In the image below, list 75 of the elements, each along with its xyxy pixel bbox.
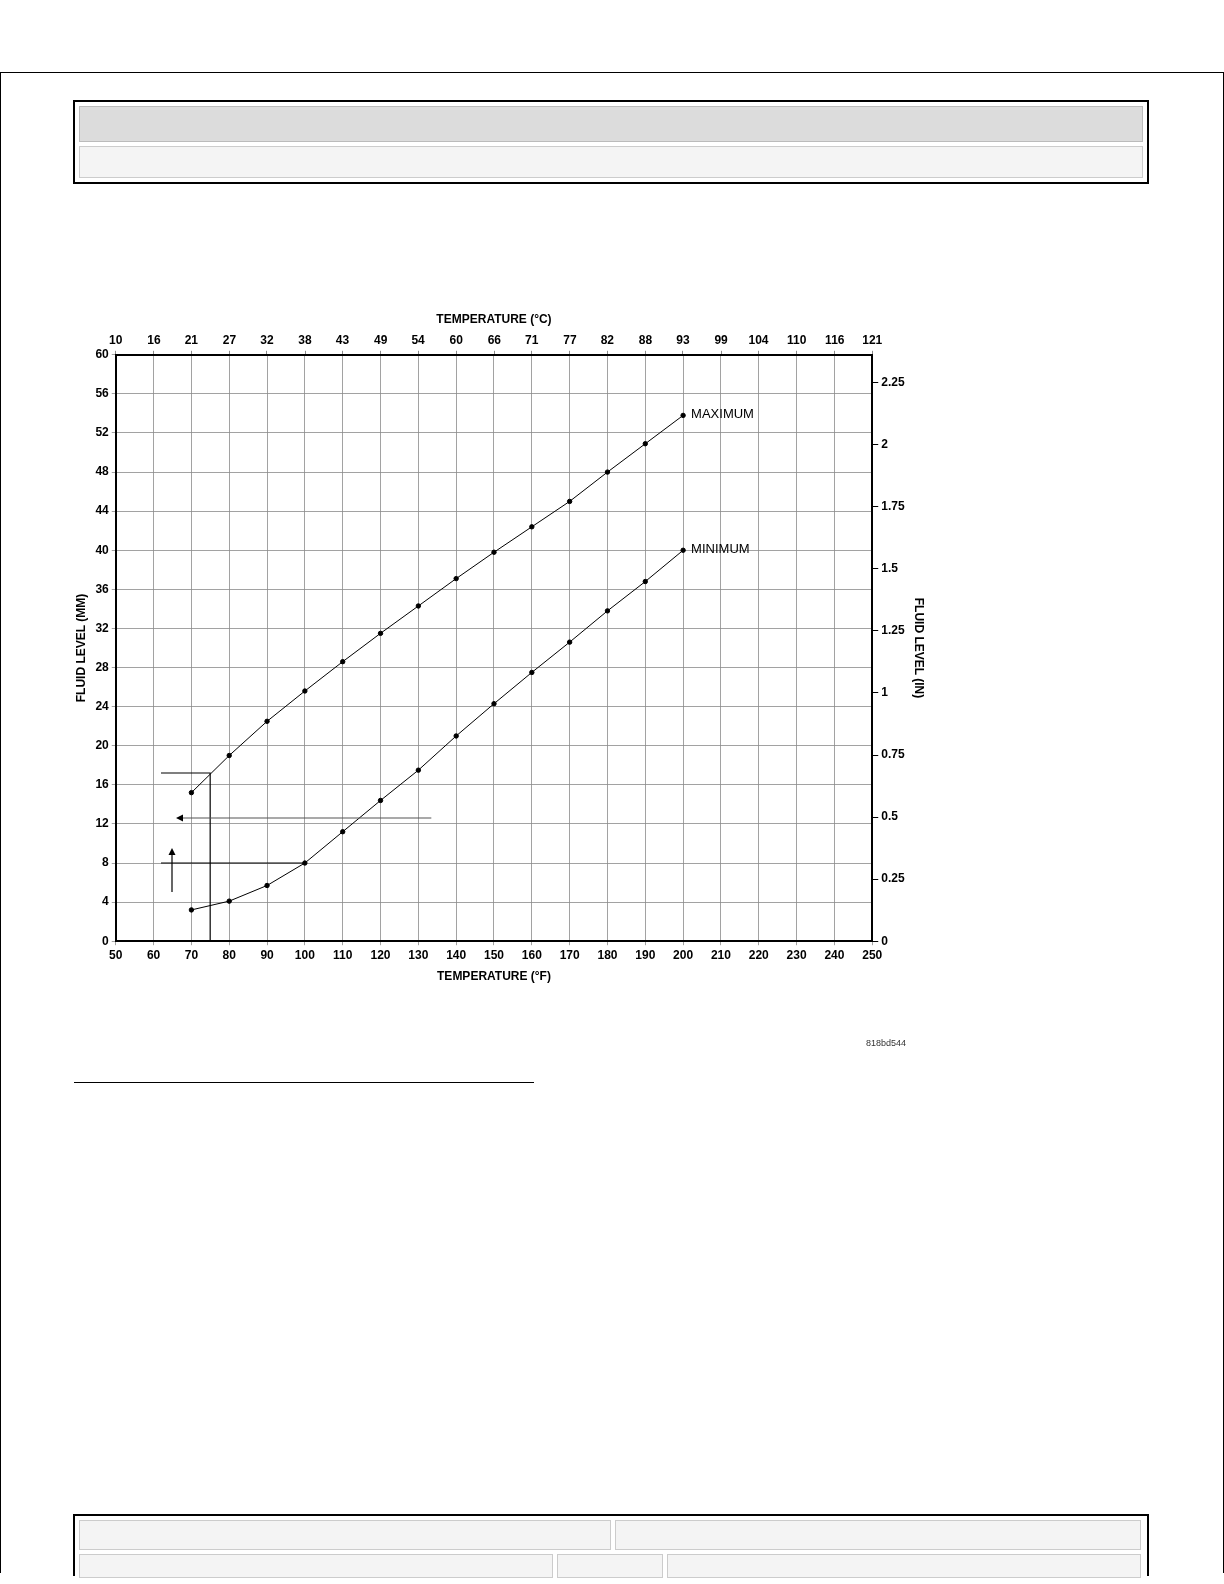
y-tick-label: 28 [95,659,110,674]
x2-tick-label: 60 [449,332,464,347]
x2-tick-label: 116 [825,332,845,347]
x2-tick-label: 43 [335,332,350,347]
y2-tick-label: 0.5 [881,809,899,824]
x2-tick-label: 21 [184,332,199,347]
x2-tick-label: 104 [748,332,769,347]
y-tick-label: 40 [95,542,110,557]
x2-tick-label: 110 [786,332,807,347]
y-tick-label: 16 [95,777,110,792]
y-tick-label: 36 [95,581,110,596]
series-label: MAXIMUM [691,405,754,421]
x2-tick-label: 32 [260,332,274,347]
x-tick-label: 80 [222,947,237,962]
y-tick-label: 56 [95,386,110,401]
x-tick-label: 130 [408,947,429,962]
x-tick-label: 200 [673,947,694,962]
x-tick-label: 150 [483,947,505,962]
x-tick-label: 220 [748,947,770,962]
y-tick-label: 44 [95,503,110,518]
y2-tick-label: 2.25 [881,374,905,389]
x-tick-label: 250 [862,947,883,962]
x-tick-label: 60 [146,947,161,962]
x2-tick-label: 71 [525,332,539,347]
y-tick-label: 0 [102,933,110,948]
x2-tick-label: 54 [411,332,426,347]
x2-tick-label: 93 [676,332,690,347]
text: 818bd544 [866,1038,907,1048]
x-tick-label: 140 [446,947,467,962]
x-tick-label: 120 [370,947,391,962]
y-tick-label: 8 [102,855,110,870]
series-label: MINIMUM [691,540,750,556]
x-tick-label: 50 [109,947,123,962]
y2-tick-label: 2 [881,436,889,451]
x-tick-label: 170 [559,947,580,962]
x-tick-label: 230 [786,947,807,962]
y-tick-label: 4 [102,894,110,909]
x2-tick-label: 10 [109,332,123,347]
x2-tick-label: 121 [862,332,883,347]
x-tick-label: 180 [597,947,618,962]
y-tick-label: 32 [95,620,110,635]
y2-tick-label: 1.75 [881,499,905,514]
y-tick-label: 24 [95,698,110,713]
y2-tick-label: 1.5 [881,561,899,576]
x-tick-label: 90 [260,947,275,962]
y2-tick-label: 1 [881,685,889,700]
x2-axis-title: TEMPERATURE (°C) [436,311,552,326]
x-tick-label: 70 [184,947,199,962]
x-tick-label: 210 [710,947,732,962]
y-axis-title: FLUID LEVEL (MM) [73,593,88,703]
x2-tick-label: 66 [487,332,502,347]
y2-tick-label: 0.25 [881,871,905,886]
x-tick-label: 160 [521,947,543,962]
x2-tick-label: 38 [298,332,313,347]
y-tick-label: 12 [95,816,110,831]
x2-tick-label: 27 [222,332,237,347]
x-axis-title: TEMPERATURE (°F) [437,969,551,984]
x2-tick-label: 49 [373,332,388,347]
x2-tick-label: 82 [600,332,615,347]
x2-tick-label: 77 [563,332,577,347]
x2-tick-label: 88 [638,332,653,347]
x-tick-label: 240 [824,947,845,962]
y2-tick-label: 0 [881,933,889,948]
y-tick-label: 60 [95,347,110,362]
x-tick-label: 110 [333,947,353,962]
y2-tick-label: 0.75 [881,747,905,762]
x2-tick-label: 16 [147,332,161,347]
y-tick-label: 52 [95,425,110,440]
y-tick-label: 20 [95,738,110,753]
x-tick-label: 190 [635,947,656,962]
y2-axis-title: FLUID LEVEL (IN) [912,597,927,699]
y2-tick-label: 1.25 [881,623,905,638]
x-tick-label: 100 [294,947,316,962]
x2-tick-label: 99 [714,332,729,347]
y-tick-label: 48 [95,464,110,479]
